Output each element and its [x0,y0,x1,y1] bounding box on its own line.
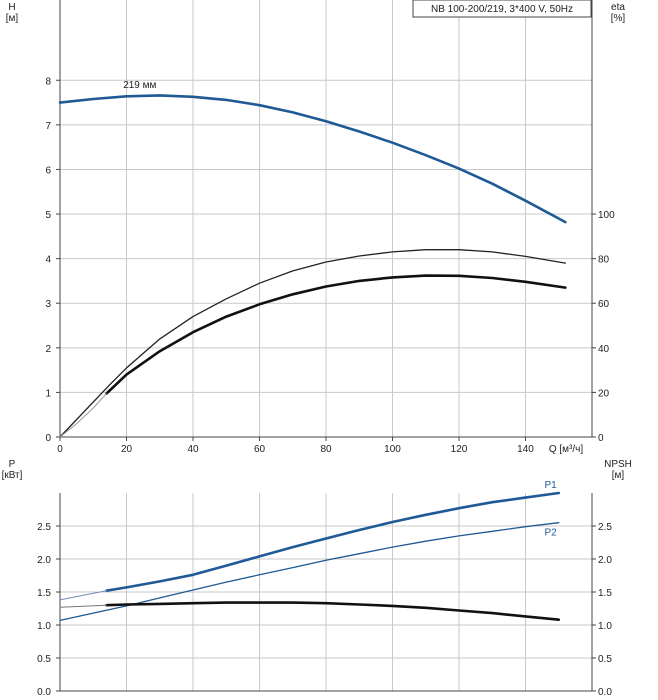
x-tick-label: 60 [254,444,266,455]
series-line-NPSH-ext [59,604,107,608]
y-tick-label-right: 2.5 [598,522,612,533]
y-tick-label-left: 1.0 [37,621,51,632]
y-tick-label-right: 1.5 [598,588,612,599]
x-axis-label: Q [м³/ч] [549,444,584,455]
y-tick-label-left: 5 [45,210,51,221]
y-axis-label-right: eta [%] [611,2,626,24]
series-label-P2: P2 [545,528,558,539]
y-tick-label-right: 1.0 [598,621,612,632]
y-axis-label-left: H [м] [6,2,19,24]
y-tick-label-right: 80 [598,255,610,266]
y-tick-label-left: 4 [45,255,51,266]
y-tick-label-left: 8 [45,76,51,87]
title-box [412,0,592,18]
y-tick-label-left: 2.5 [37,522,51,533]
y-tick-label-left: 6 [45,165,51,176]
chart-panel-2: 0.0 0.5 1.0 1.5 2.0 2.5 0.0 0.5 1.0 1.5 2.0 2.5 P1 P2 [37,480,612,698]
y-tick-label-left: 1.5 [37,588,51,599]
series-line-eta-ext [59,393,107,438]
y-tick-label-left: 3 [45,299,51,310]
y-tick-label-left: 0 [45,433,51,444]
y-tick-label-left: 0.0 [37,687,51,698]
series-line-P1 [105,491,561,592]
series-line-head [58,94,567,224]
y-tick-label-right: 0.0 [598,687,612,698]
x-tick-label: 0 [57,444,63,455]
y-tick-label-right: 20 [598,388,610,399]
y-tick-label-right: 100 [598,210,615,221]
y-tick-label-left: 2.0 [37,555,51,566]
curve-annotation: 219 мм [123,80,156,91]
x-tick-label: 40 [187,444,199,455]
y-tick-label-right: 0 [598,433,604,444]
series-label-P1: P1 [545,480,558,491]
y-tick-label-right: 0.5 [598,654,612,665]
chart-title: NB 100-200/219, 3*400 V, 50Hz [431,4,573,15]
series-line-P1-ext [59,590,107,601]
y-tick-label-left: 2 [45,344,51,355]
series-line-eta-thin [59,249,567,438]
y-tick-label-left: 1 [45,388,51,399]
y-tick-label-right: 60 [598,299,610,310]
x-tick-label: 140 [517,444,534,455]
series-line-eta-bold [105,274,567,395]
y-tick-label-left: 7 [45,121,51,132]
y-tick-label-right: 40 [598,344,610,355]
x-tick-label: 80 [320,444,332,455]
x-tick-label: 120 [451,444,468,455]
y-tick-label-left: 0.5 [37,654,51,665]
series-line-NPSH [105,601,561,621]
x-tick-label: 100 [384,444,401,455]
x-tick-label: 20 [121,444,133,455]
y-axis-label-right: NPSH [м] [604,459,632,481]
y-axis-label-left: P [кВт] [2,459,23,481]
y-tick-label-right: 2.0 [598,555,612,566]
series-line-P2 [59,522,560,622]
